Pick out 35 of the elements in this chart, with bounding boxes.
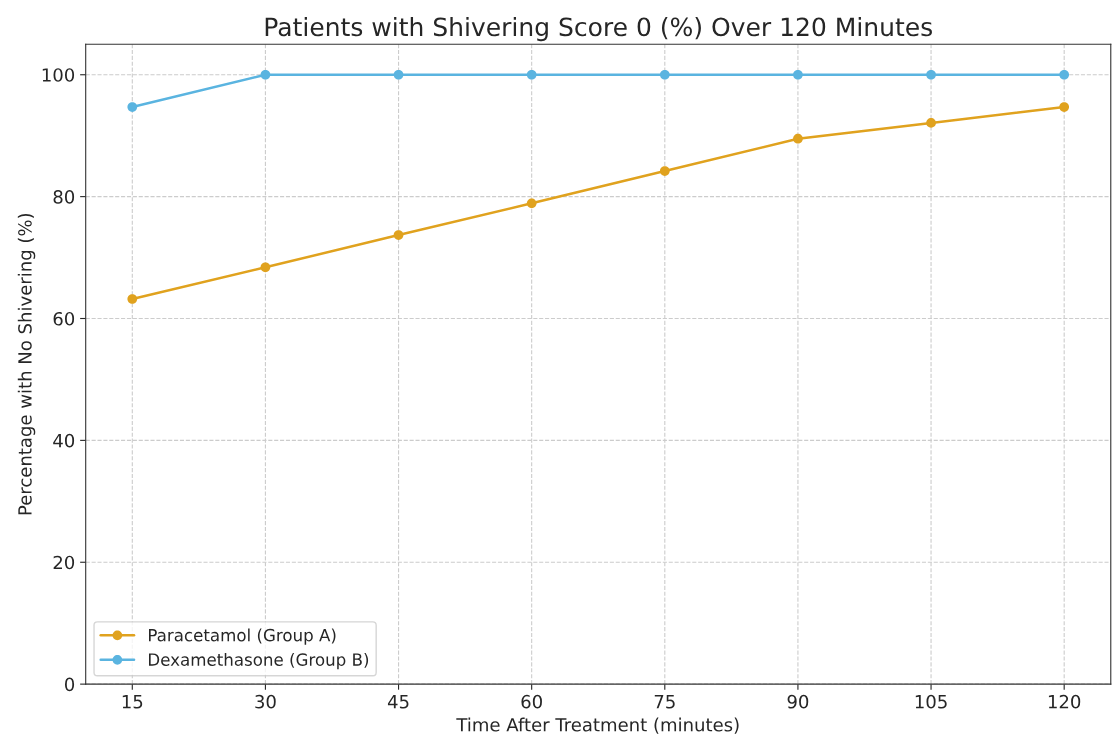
- x-tick-label: 105: [915, 694, 947, 709]
- x-tick-label: 30: [255, 694, 276, 709]
- point: [393, 230, 404, 240]
- point: [1059, 102, 1070, 112]
- y-tick-label: 20: [53, 555, 75, 570]
- legend-label: Dexamethasone (Group B): [149, 653, 369, 670]
- chart-title: Patients with Shivering Score 0 (%) Over 120 Minutes: [265, 16, 932, 42]
- y-tick-label: 60: [53, 311, 75, 326]
- x-tick-label: 75: [654, 695, 675, 709]
- y-tick-label: 100: [42, 68, 75, 82]
- x-axis-title: Time After Treatment (minutes): [456, 717, 739, 734]
- point: [793, 133, 803, 144]
- point: [526, 198, 537, 209]
- point: [526, 69, 537, 80]
- point: [1059, 69, 1070, 80]
- x-tick-label: 60: [521, 694, 542, 709]
- y-tick-label: 0: [64, 677, 75, 692]
- x-tick-label: 45: [387, 695, 409, 709]
- y-tick-label: 80: [53, 190, 75, 204]
- point: [127, 294, 138, 304]
- point: [393, 69, 404, 80]
- point: [926, 118, 936, 128]
- point: [793, 69, 803, 80]
- x-tick-label: 120: [1048, 694, 1081, 709]
- point: [659, 69, 670, 80]
- y-axis-title: Percentage with No Shivering (%): [17, 213, 36, 515]
- point: [659, 166, 670, 176]
- point: [127, 102, 138, 112]
- point: [260, 69, 271, 80]
- x-tick-label: 90: [787, 694, 809, 709]
- x-tick-label: 15: [122, 695, 143, 709]
- legend-label: Paracetamol (Group A): [149, 628, 336, 645]
- y-tick-label: 40: [53, 433, 75, 448]
- point: [260, 262, 271, 273]
- point: [926, 69, 936, 80]
